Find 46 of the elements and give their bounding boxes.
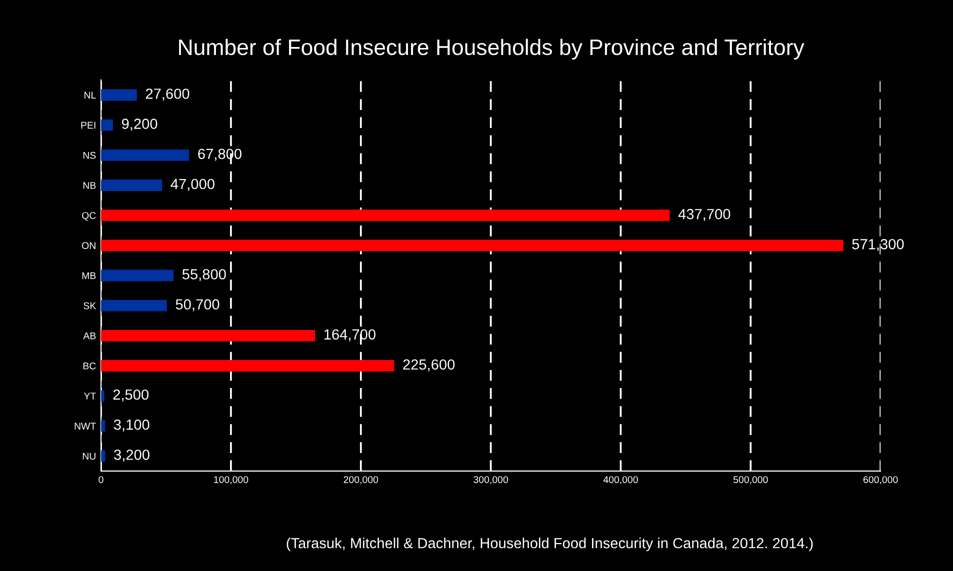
data-label: 55,800 [182,269,226,282]
data-label: 164,700 [324,329,376,342]
data-label: 2,500 [113,389,149,402]
data-label: 9,200 [122,118,158,131]
data-label: 437,700 [678,208,730,221]
y-tick-label: NB [83,182,96,189]
x-tick-label: 600,000 [863,476,898,484]
data-label: 50,700 [176,299,220,312]
x-tick-label: 200,000 [344,476,378,484]
y-tick-label: BC [83,362,96,370]
x-tick-label: 300,000 [474,476,508,484]
bar [101,89,137,101]
y-tick-label: AB [83,332,96,340]
y-tick-label: NWT [74,422,96,430]
bar [101,119,113,131]
bar [101,360,394,372]
x-tick-label: 0 [98,476,104,484]
data-label: 3,100 [114,420,150,432]
data-label: 67,800 [198,148,242,161]
y-tick-label: ON [82,242,96,250]
bar [101,270,174,282]
chart-title: Number of Food Insecure Households by Province and Territory [179,38,804,60]
data-label: 3,200 [114,450,150,462]
bar [101,330,316,342]
data-label: 571,300 [852,239,904,252]
bar [101,210,670,222]
x-tick-label: 100,000 [214,476,248,484]
bar [101,390,104,402]
bar [101,240,844,252]
bar [101,300,167,312]
y-tick-label: QC [82,212,96,221]
data-label: 225,600 [403,359,455,372]
y-tick-label: YT [84,392,96,400]
data-label: 27,600 [146,88,190,101]
y-tick-label: PEI [81,122,96,129]
bar [101,149,190,161]
y-tick-label: NU [82,452,96,460]
y-tick-label: MB [82,272,96,280]
bar [101,180,162,191]
x-tick-label: 400,000 [603,476,638,484]
text: (Tarasuk, Mitchell & Dachner, Household Food Insecurity in Canada, 2012. 2014.) [286,538,813,552]
y-tick-label: NL [84,92,96,99]
y-tick-label: NS [83,152,96,159]
y-tick-label: SK [84,302,96,310]
data-label: 47,000 [170,178,214,191]
x-tick-label: 500,000 [733,476,768,484]
